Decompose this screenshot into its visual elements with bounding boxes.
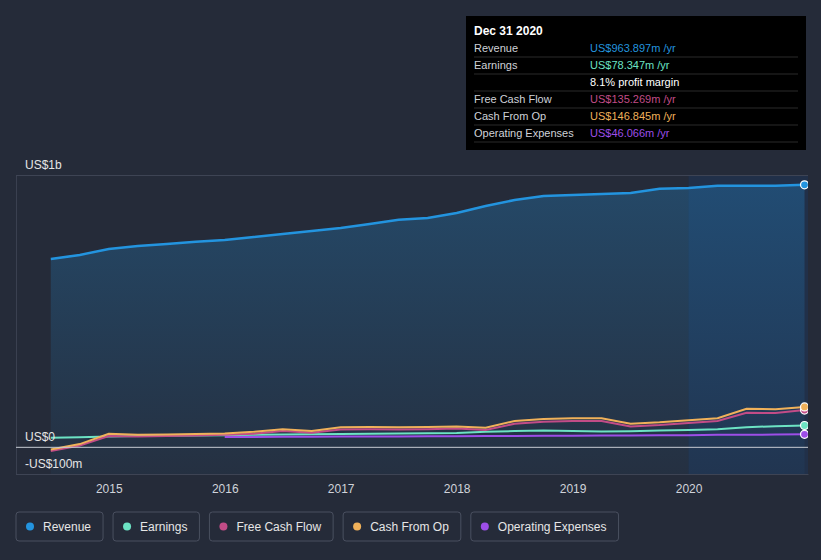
- y-tick-label: -US$100m: [25, 457, 82, 471]
- x-tick: 2015: [96, 474, 123, 496]
- annotation-label: Free Cash Flow: [474, 93, 552, 105]
- legend-swatch: [481, 523, 489, 531]
- x-tick: 2020: [676, 474, 703, 496]
- legend-swatch: [353, 523, 361, 531]
- end-point: [801, 430, 808, 438]
- y-tick: US$1b: [16, 158, 808, 176]
- legend-label: Revenue: [43, 520, 91, 534]
- annotation-label: Cash From Op: [474, 110, 546, 122]
- legend-label: Operating Expenses: [498, 520, 607, 534]
- annotation-label: Operating Expenses: [474, 127, 574, 139]
- x-tick-label: 2020: [676, 482, 703, 496]
- end-point: [801, 422, 808, 430]
- legend-item: Operating Expenses: [471, 512, 619, 541]
- end-point: [801, 403, 808, 411]
- x-tick-label: 2018: [444, 482, 471, 496]
- plot-area: [51, 175, 808, 474]
- legend-item: Earnings: [113, 512, 199, 541]
- legend: Revenue Earnings Free Cash Flow Cash From O…: [16, 512, 619, 541]
- line: [51, 185, 805, 259]
- annotation-label: Revenue: [474, 42, 518, 54]
- legend-button: [113, 512, 199, 541]
- x-tick-label: 2017: [328, 482, 355, 496]
- legend-item: Revenue: [16, 512, 103, 541]
- annotation-divider: [474, 57, 798, 58]
- grid-line: [16, 175, 808, 176]
- annotation-divider: [474, 125, 798, 126]
- line: [51, 407, 805, 450]
- background: [0, 0, 821, 560]
- annotation-title: Dec 31 2020: [474, 24, 543, 38]
- annotation-value: US$146.845m /yr: [590, 110, 676, 122]
- annotation-divider: [474, 74, 798, 75]
- area: [51, 185, 805, 474]
- annotation-divider: [474, 142, 798, 143]
- y-tick: US$0: [16, 430, 808, 448]
- grid-line: [16, 447, 808, 448]
- x-tick: 2019: [560, 474, 587, 496]
- end-point: [801, 181, 808, 189]
- annotation-value: 8.1% profit margin: [590, 76, 679, 88]
- x-tick-label: 2015: [96, 482, 123, 496]
- legend-button: [209, 512, 333, 541]
- y-tick-label: US$1b: [25, 158, 62, 172]
- x-tick-label: 2016: [212, 482, 239, 496]
- legend-label: Earnings: [140, 520, 187, 534]
- x-tick-label: 2019: [560, 482, 587, 496]
- legend-button: [471, 512, 619, 541]
- legend-button: [343, 512, 461, 541]
- y-axis: US$1b US$0 -US$100m: [16, 158, 808, 475]
- annotation-divider: [474, 108, 798, 109]
- annotation-value: US$963.897m /yr: [590, 42, 676, 54]
- legend-item: Free Cash Flow: [209, 512, 333, 541]
- x-axis: 2015 2016 2017 2018 2019 2020: [17, 474, 809, 496]
- annotation: Dec 31 2020 Revenue US$963.897m /yr Earning…: [466, 16, 806, 150]
- legend-swatch: [26, 523, 34, 531]
- y-tick: -US$100m: [16, 457, 808, 475]
- legend-label: Cash From Op: [370, 520, 449, 534]
- x-tick: 2018: [444, 474, 471, 496]
- annotation-value: US$46.066m /yr: [590, 127, 670, 139]
- legend-label: Free Cash Flow: [236, 520, 321, 534]
- line: [225, 434, 805, 437]
- annotation-box: [466, 16, 806, 150]
- legend-button: [16, 512, 103, 541]
- y-axis-line: [16, 176, 17, 475]
- legend-swatch: [219, 523, 227, 531]
- line: [51, 410, 805, 451]
- annotation-value: US$78.347m /yr: [590, 59, 670, 71]
- x-tick: 2016: [212, 474, 239, 496]
- chart: US$1b US$0 -US$100m 2015 2016 2017 2018 2019 202…: [0, 0, 821, 560]
- legend-swatch: [123, 523, 131, 531]
- legend-item: Cash From Op: [343, 512, 461, 541]
- annotation-label: Earnings: [474, 59, 518, 71]
- x-axis-line: [17, 474, 809, 475]
- annotation-value: US$135.269m /yr: [590, 93, 676, 105]
- x-tick: 2017: [328, 474, 355, 496]
- y-tick-label: US$0: [25, 430, 55, 444]
- annotation-divider: [474, 91, 798, 92]
- grid-line: [16, 474, 808, 475]
